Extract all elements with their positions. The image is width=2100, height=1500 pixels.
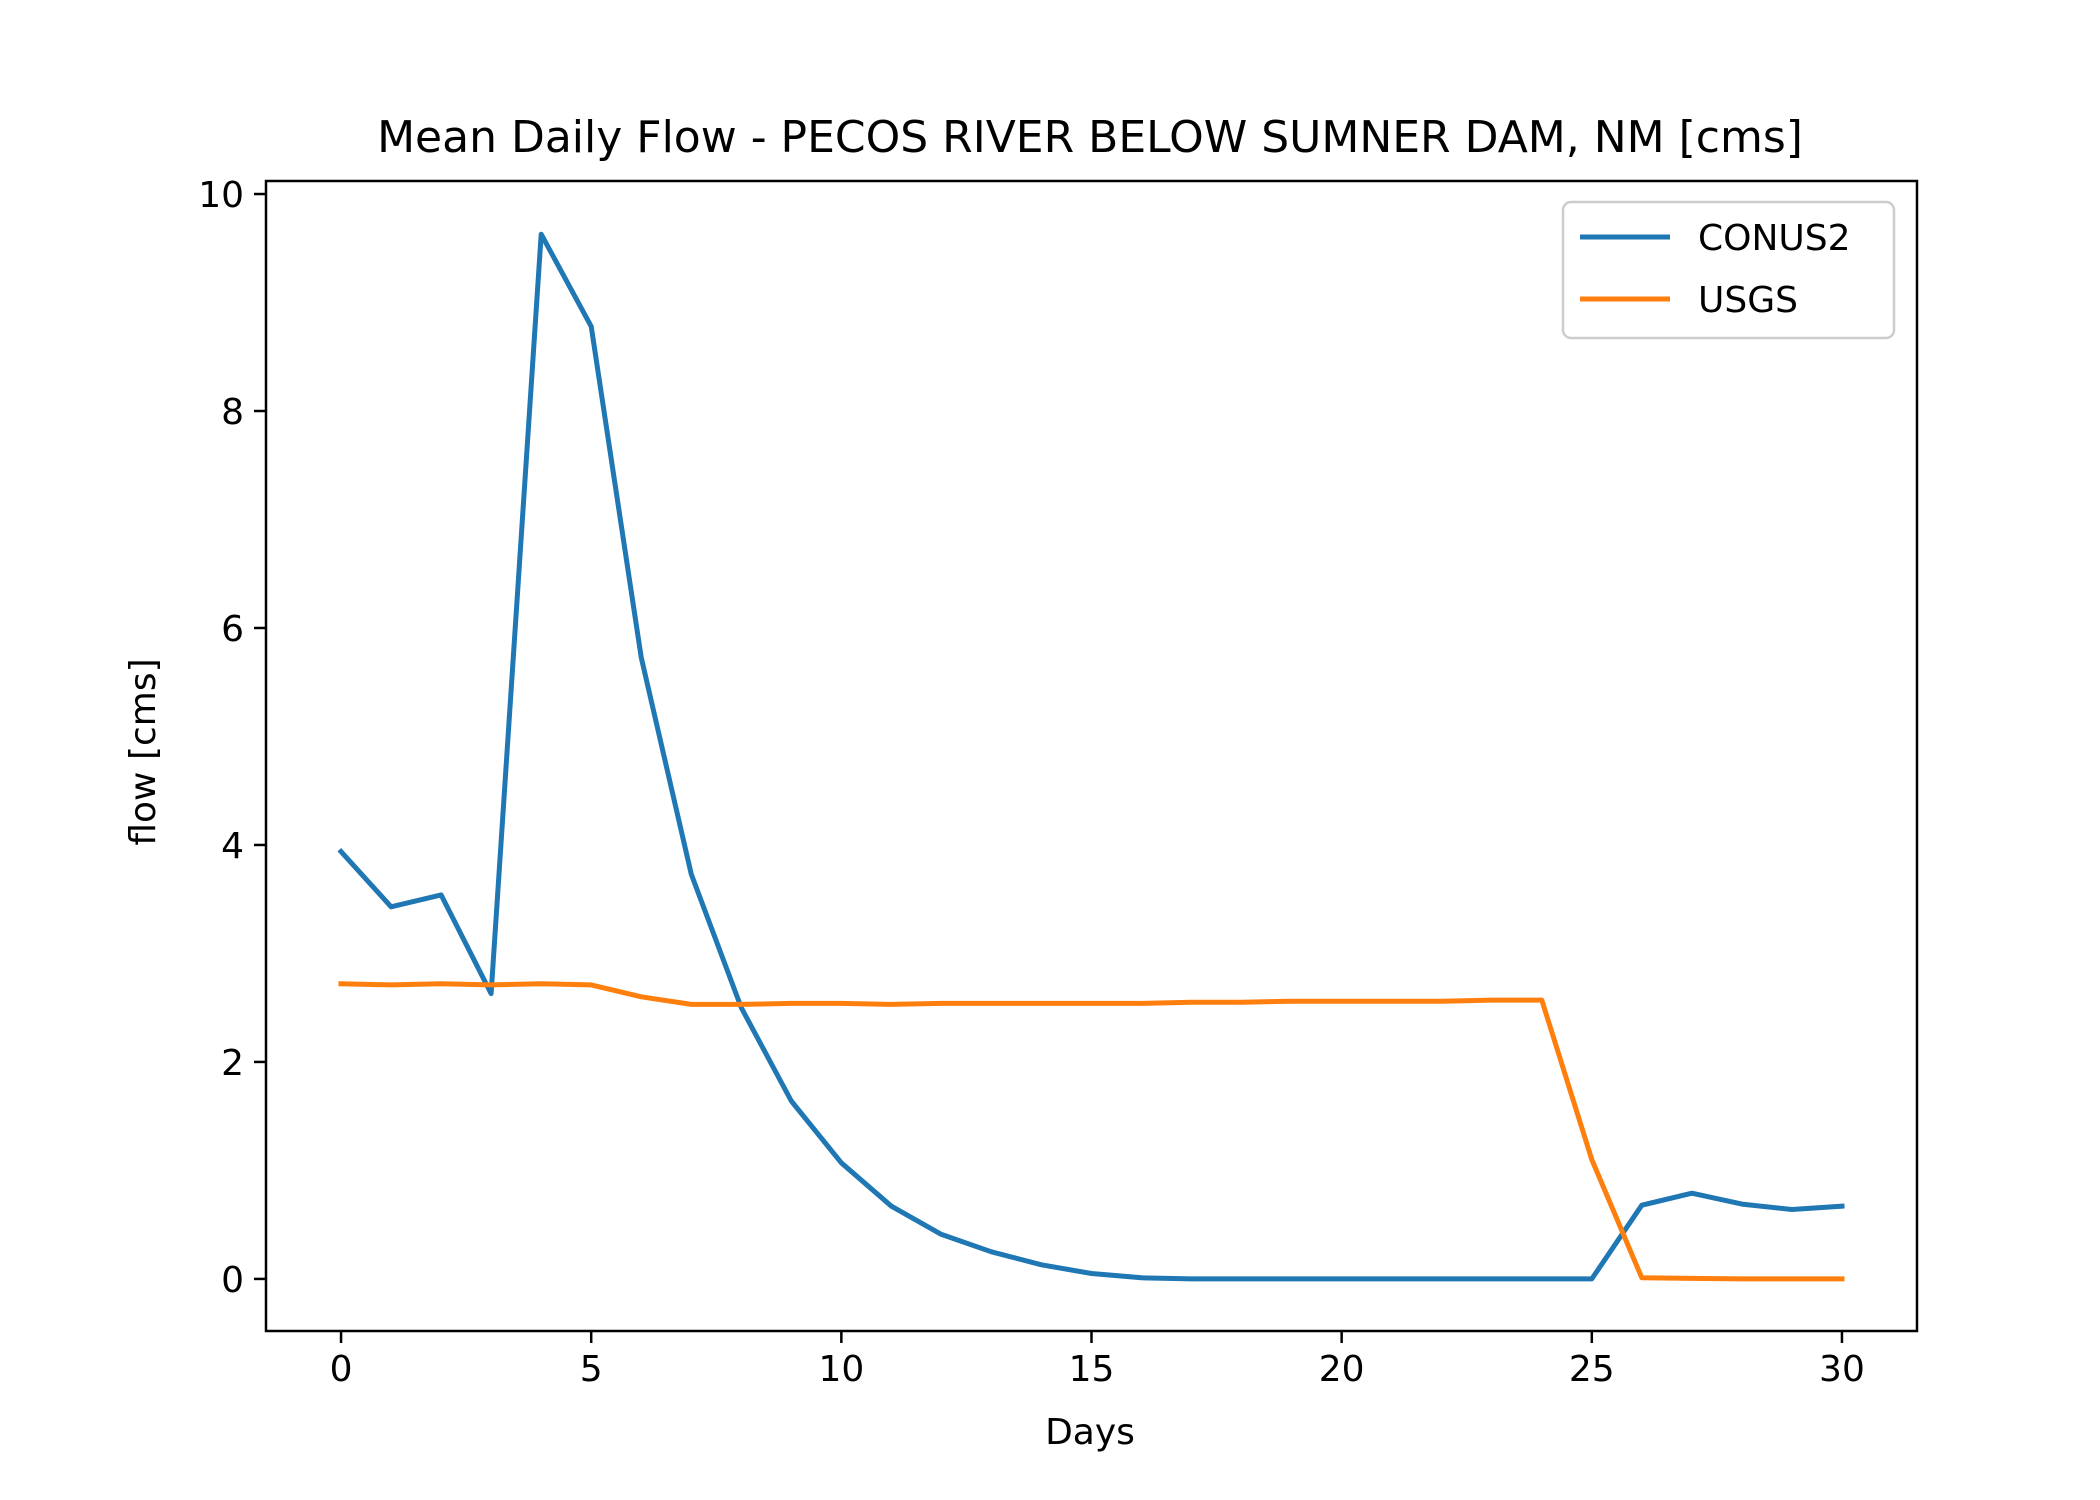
x-tick-label: 10: [818, 1349, 864, 1390]
x-tick-label: 5: [580, 1349, 603, 1390]
y-tick-label: 2: [221, 1043, 244, 1084]
y-tick-label: 6: [221, 609, 244, 650]
series-line-conus2: [337, 231, 1845, 1282]
y-tick-label: 0: [221, 1260, 244, 1301]
y-tick-label: 4: [221, 826, 244, 867]
y-tick-label: 10: [198, 175, 244, 216]
x-axis-ticks: 0 5 10 15 20 25 30: [330, 1331, 1865, 1390]
x-tick-label: 20: [1319, 1349, 1365, 1390]
x-axis-label: Days: [1045, 1412, 1135, 1453]
x-tick-label: 15: [1069, 1349, 1115, 1390]
x-tick-label: 0: [330, 1349, 353, 1390]
x-tick-label: 25: [1569, 1349, 1615, 1390]
legend-label-conus2: CONUS2: [1698, 218, 1851, 259]
y-axis-ticks: 0 2 4 6 8 10: [198, 175, 266, 1301]
axes-frame: [264, 179, 1919, 1333]
chart-title: Mean Daily Flow - PECOS RIVER BELOW SUMN…: [377, 112, 1803, 163]
legend-label-usgs: USGS: [1698, 280, 1798, 321]
legend: CONUS2 USGS: [1561, 200, 1896, 340]
y-tick-label: 8: [221, 392, 244, 433]
series-line-usgs: [338, 981, 1845, 1282]
x-tick-label: 30: [1819, 1349, 1865, 1390]
y-axis-label: flow [cms]: [123, 658, 164, 845]
series-layer: [337, 231, 1845, 1282]
